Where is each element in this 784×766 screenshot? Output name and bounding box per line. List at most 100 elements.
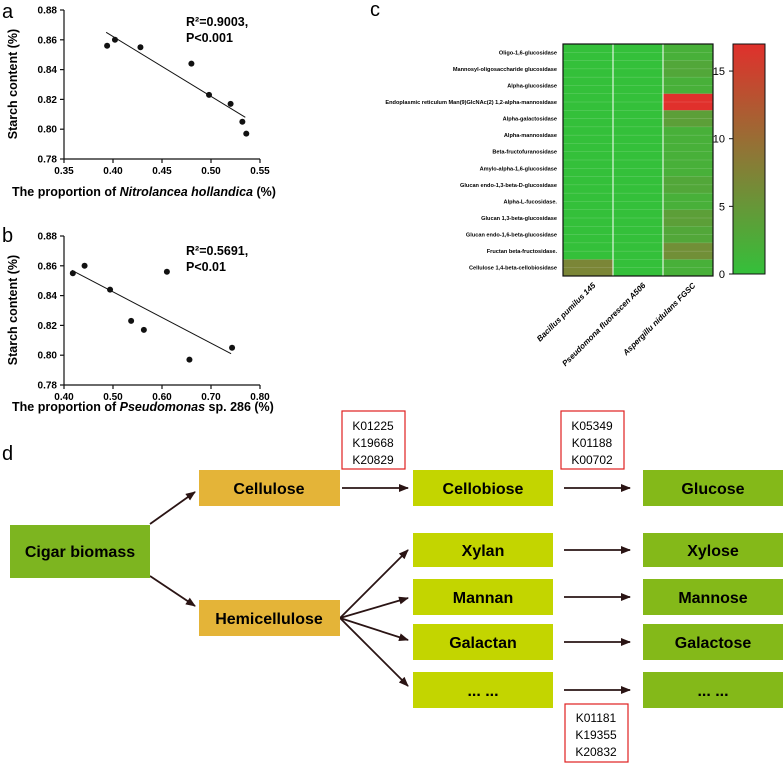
colorbar xyxy=(732,43,766,275)
ko-cellulose-1: K01225 xyxy=(352,419,394,433)
heatmap-cell xyxy=(663,168,713,177)
colorbar-tick-group: 0 5 10 15 xyxy=(713,66,733,281)
data-point xyxy=(227,100,234,107)
colorbar-tick-label: 0 xyxy=(719,269,725,281)
heatmap-cell xyxy=(613,102,663,111)
ko-cellobiose-2: K01188 xyxy=(572,436,613,450)
y-tick-label: 0.88 xyxy=(38,6,58,17)
node-xylose xyxy=(643,533,783,567)
heatmap-cell xyxy=(563,52,613,61)
heatmap-cell xyxy=(613,60,663,70)
heatmap-cell xyxy=(563,44,613,53)
data-point xyxy=(229,344,236,351)
node-galactan-label: Galactan xyxy=(449,635,517,652)
heatmap-cell xyxy=(613,93,663,103)
y-axis-label: Starch content (%) xyxy=(6,255,20,365)
ko-box-other xyxy=(564,703,629,763)
node-other-product-label: ... ... xyxy=(697,683,728,700)
heatmap-cell xyxy=(563,226,613,235)
node-mannan-label: Mannan xyxy=(453,590,513,607)
x-axis-label-part: (%) xyxy=(253,185,276,199)
y-tick-label: 0.88 xyxy=(38,232,58,243)
y-tick-label: 0.80 xyxy=(38,351,58,362)
node-galactose xyxy=(643,624,783,660)
node-glucose xyxy=(643,470,783,506)
data-point xyxy=(243,130,250,137)
x-tick-label: 0.60 xyxy=(152,392,172,403)
heatmap-chart: Oligo-1,6-glucosidase Mannosyl-oligosacch… xyxy=(385,43,766,368)
heatmap-cell xyxy=(613,44,663,53)
heatmap-row-label: Beta-fructofuranosidase xyxy=(492,150,557,156)
heatmap-cell xyxy=(663,110,713,119)
heatmap-cell xyxy=(663,160,713,169)
data-point xyxy=(111,36,118,43)
node-xylan-label: Xylan xyxy=(462,543,505,560)
heatmap-cell xyxy=(613,267,663,277)
x-tick-label: 0.50 xyxy=(103,392,123,403)
panel-letter-d: d xyxy=(2,443,13,465)
node-cellulose xyxy=(199,470,340,506)
heatmap-cell xyxy=(613,251,663,260)
node-galactose-label: Galactose xyxy=(675,635,752,652)
heatmap-cell xyxy=(563,110,613,119)
heatmap-row-label: Glucan endo-1,3-beta-D-glucosidase xyxy=(460,183,557,189)
node-hemicellulose-label: Hemicellulose xyxy=(215,611,323,628)
node-xylan xyxy=(413,533,553,567)
data-point xyxy=(137,44,144,51)
heatmap-cell xyxy=(663,234,713,244)
heatmap-cell xyxy=(613,184,663,194)
y-axis-label: Starch content (%) xyxy=(6,29,20,139)
x-tick-label: 0.40 xyxy=(103,166,123,177)
ko-other-2: K19355 xyxy=(575,728,617,742)
data-point xyxy=(104,42,111,49)
heatmap-cell xyxy=(663,193,713,202)
heatmap-cell xyxy=(663,60,713,70)
heatmap-cell xyxy=(663,44,713,53)
heatmap-cell xyxy=(563,184,613,194)
node-cellobiose-label: Cellobiose xyxy=(443,481,524,498)
heatmap-cell xyxy=(663,151,713,161)
node-other-middle xyxy=(413,672,553,708)
heatmap-cell xyxy=(563,126,613,136)
data-point xyxy=(140,326,147,333)
heatmap-cell xyxy=(563,93,613,103)
heatmap-cell xyxy=(663,251,713,260)
data-point-group xyxy=(104,31,250,137)
heatmap-cell xyxy=(563,160,613,169)
heatmap-cell xyxy=(663,126,713,136)
x-axis-label-part: The proportion of xyxy=(12,185,120,199)
ko-cellulose-3: K20829 xyxy=(352,453,394,467)
heatmap-cell xyxy=(613,168,663,177)
heatmap-cell xyxy=(563,218,613,227)
colorbar-tick-label: 5 xyxy=(719,201,725,213)
heatmap-cell xyxy=(663,52,713,61)
heatmap-cell xyxy=(613,110,663,119)
ko-cellobiose-3: K00702 xyxy=(571,453,613,467)
y-tick-group: 0.78 0.80 0.82 0.84 0.86 0.88 xyxy=(38,6,64,166)
heatmap-cell xyxy=(613,259,663,269)
data-point xyxy=(81,262,88,269)
x-axis-label-part: Nitrolancea hollandica xyxy=(120,185,253,199)
x-axis-label: The proportion of Nitrolancea hollandica… xyxy=(12,185,276,199)
x-axis-label-part: Pseudomonas xyxy=(120,400,205,414)
x-tick-group: 0.35 0.40 0.45 0.50 0.55 xyxy=(54,159,270,177)
data-point xyxy=(128,317,135,324)
ko-other-3: K20832 xyxy=(575,745,617,759)
heatmap-cell xyxy=(563,143,613,153)
r2-annotation: R²=0.9003, xyxy=(186,15,248,29)
scatter-chart-a: 0.78 0.80 0.82 0.84 0.86 0.88 0.35 0.40 0.45 0.5… xyxy=(6,6,276,200)
heatmap-cell xyxy=(563,234,613,244)
regression-line xyxy=(71,269,232,355)
y-tick-group: 0.78 0.80 0.82 0.84 0.86 0.88 xyxy=(38,232,64,392)
data-point xyxy=(69,270,76,277)
node-other-middle-label: ... ... xyxy=(467,683,498,700)
heatmap-row-label: Amylo-alpha-1,6-glucosidase xyxy=(480,166,557,172)
heatmap-cell xyxy=(663,267,713,277)
node-cigar-biomass xyxy=(10,525,150,578)
heatmap-cell xyxy=(563,85,613,95)
heatmap-column-label: Pseudomona fluorescen A506 xyxy=(560,281,647,368)
pathway-diagram: Cigar biomass Cellulose Hemicellulose Ce… xyxy=(10,410,783,763)
heatmap-cell xyxy=(613,176,663,186)
p-annotation: P<0.001 xyxy=(186,31,233,45)
